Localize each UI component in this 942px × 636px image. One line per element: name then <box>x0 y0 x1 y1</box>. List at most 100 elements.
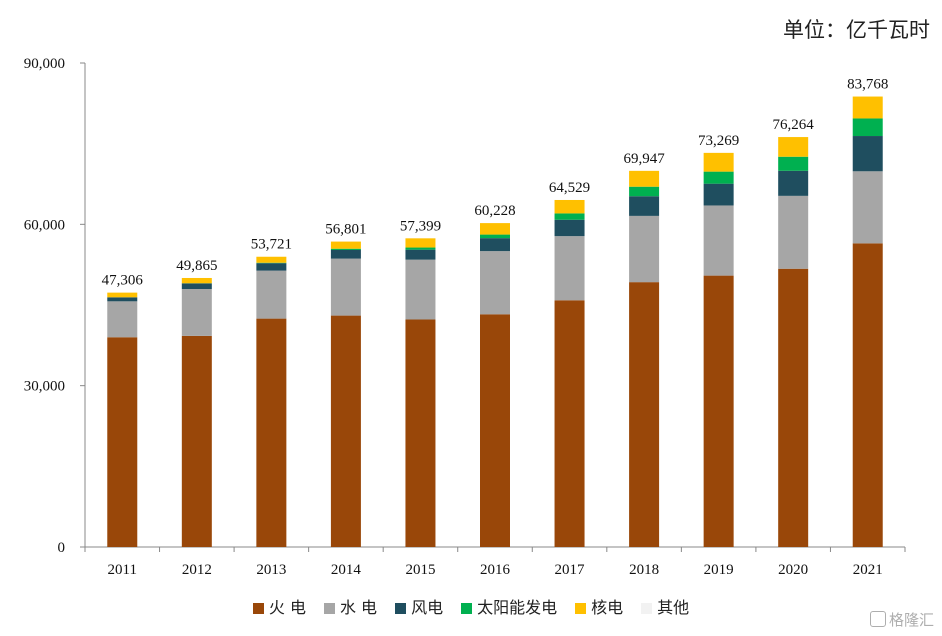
watermark-logo-icon <box>869 611 886 627</box>
bar-segment <box>778 156 809 171</box>
bar-segment <box>852 243 883 547</box>
legend-label: 核电 <box>591 598 624 617</box>
bar-segment <box>181 277 212 284</box>
legend-swatch <box>575 603 587 614</box>
bar-segment <box>852 171 883 244</box>
total-label: 83,768 <box>847 77 888 93</box>
bar-segment <box>330 258 361 316</box>
bar-segment <box>107 337 138 547</box>
bar-segment <box>405 247 436 250</box>
legend-item: 太阳能发电 <box>461 594 557 618</box>
total-label: 60,228 <box>474 203 515 219</box>
bar-segment <box>181 335 212 547</box>
bar-segment <box>480 314 510 547</box>
legend-label: 风电 <box>411 598 444 617</box>
x-tick-label: 2019 <box>704 562 734 578</box>
legend-swatch <box>323 603 335 614</box>
x-tick-label: 2016 <box>480 562 511 578</box>
total-label: 69,947 <box>623 151 665 167</box>
x-tick-label: 2015 <box>405 562 435 578</box>
total-label: 64,529 <box>549 180 590 196</box>
watermark-text: 格隆汇 <box>888 611 934 629</box>
bar-segment <box>256 318 287 547</box>
x-tick-label: 2020 <box>778 562 808 578</box>
y-tick-label: 0 <box>58 540 66 556</box>
bar-segment <box>181 283 212 289</box>
bar-segment <box>703 183 734 206</box>
x-tick-label: 2013 <box>256 562 286 578</box>
legend-label: 火 电 <box>268 598 306 617</box>
legend-item: 核电 <box>575 594 623 618</box>
bar-segment <box>330 315 361 547</box>
bar-segment <box>703 205 734 276</box>
bar-segment <box>629 282 660 547</box>
bar-segment <box>181 288 212 336</box>
total-label: 53,721 <box>251 237 292 253</box>
bar-segment <box>703 171 734 184</box>
x-tick-label: 2011 <box>108 562 137 578</box>
bar-segment <box>554 236 585 301</box>
bar-segment <box>405 238 436 248</box>
y-tick-label: 60,000 <box>24 217 65 233</box>
bar-segment <box>629 170 660 187</box>
bar-segment <box>778 195 809 269</box>
bar-segment <box>405 319 436 547</box>
bar-segment <box>480 223 510 235</box>
bar-segment <box>778 268 809 547</box>
legend-label: 水 电 <box>339 598 378 617</box>
watermark: 格隆汇 <box>869 609 934 630</box>
bar-segment <box>107 301 138 338</box>
bar-segment <box>256 263 287 271</box>
total-label: 47,306 <box>102 273 144 289</box>
legend-swatch <box>252 603 264 614</box>
bar-segment <box>330 241 361 249</box>
bar-segment <box>703 152 734 172</box>
legend: 火 电 水 电 风电 太阳能发电 核电 其他 <box>0 594 942 618</box>
bar-segment <box>554 300 585 547</box>
bar-segment <box>256 270 287 319</box>
bar-segment <box>107 292 138 298</box>
bar-segment <box>107 297 138 302</box>
bar-segment <box>703 275 734 547</box>
legend-swatch <box>641 603 653 614</box>
x-tick-label: 2017 <box>555 562 586 578</box>
bar-segment <box>480 251 510 315</box>
total-label: 76,264 <box>773 117 815 133</box>
total-label: 73,269 <box>698 133 739 149</box>
bar-segment <box>256 256 287 263</box>
bar-segment <box>629 215 660 283</box>
legend-swatch <box>461 603 473 614</box>
legend-item: 水 电 <box>323 594 378 618</box>
bar-segment <box>778 170 809 196</box>
bar-segment <box>778 137 809 157</box>
y-tick-label: 90,000 <box>24 56 65 72</box>
total-label: 57,399 <box>400 218 441 234</box>
y-tick-label: 30,000 <box>24 379 65 395</box>
total-label: 56,801 <box>325 222 366 238</box>
x-tick-label: 2014 <box>331 562 362 578</box>
bar-segment <box>629 196 660 216</box>
bar-segment <box>852 96 883 119</box>
bar-segment <box>554 199 585 214</box>
legend-swatch <box>395 603 407 614</box>
legend-item: 火 电 <box>252 594 306 618</box>
bar-segment <box>629 186 660 197</box>
x-tick-label: 2012 <box>182 562 212 578</box>
x-tick-label: 2021 <box>853 562 883 578</box>
bar-segment <box>330 249 361 259</box>
x-tick-label: 2018 <box>629 562 659 578</box>
bar-segment <box>480 234 510 239</box>
legend-item: 风电 <box>395 594 443 618</box>
legend-label: 其他 <box>657 598 690 617</box>
bar-segment <box>480 238 510 252</box>
bar-segment <box>852 118 883 137</box>
bar-segment <box>405 259 436 320</box>
bar-segment <box>405 249 436 260</box>
bar-segment <box>554 213 585 220</box>
bar-segment <box>852 136 883 172</box>
bar-segment <box>554 219 585 237</box>
legend-label: 太阳能发电 <box>477 598 558 617</box>
unit-label: 单位：亿千瓦时 <box>783 18 930 42</box>
legend-item: 其他 <box>641 594 689 618</box>
